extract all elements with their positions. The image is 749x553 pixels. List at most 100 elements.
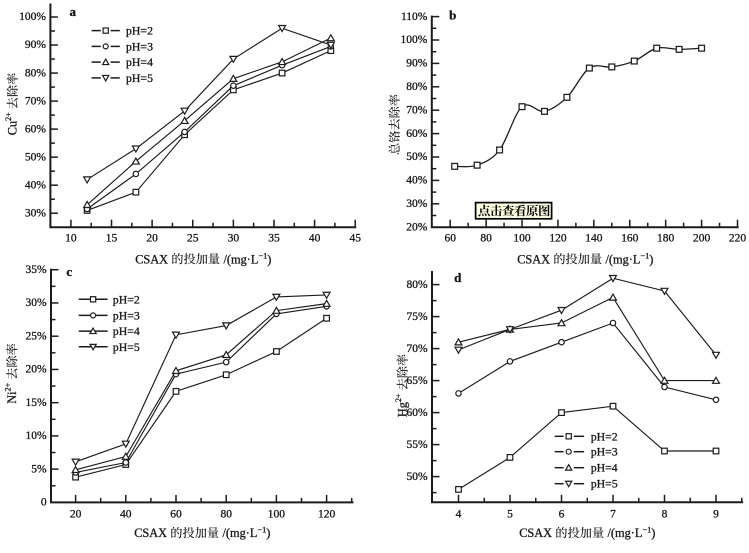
- svg-text:7: 7: [610, 508, 616, 520]
- svg-text:−1: −1: [258, 252, 267, 261]
- svg-text:90%: 90%: [25, 39, 47, 51]
- svg-text:CSAX: CSAX: [517, 252, 550, 266]
- svg-text:5%: 5%: [31, 463, 47, 475]
- svg-text:Cu: Cu: [6, 121, 20, 135]
- svg-text:/(mg·L: /(mg·L: [608, 526, 643, 540]
- svg-text:2+: 2+: [4, 112, 13, 121]
- svg-text:5: 5: [507, 508, 513, 520]
- svg-text:): ): [266, 526, 270, 540]
- svg-text:120: 120: [549, 232, 567, 244]
- svg-text:pH=4: pH=4: [113, 324, 140, 338]
- svg-text:40%: 40%: [25, 179, 47, 191]
- svg-text:−1: −1: [642, 526, 651, 535]
- svg-text:Hg: Hg: [396, 402, 410, 417]
- svg-text:/(mg·L: /(mg·L: [224, 252, 259, 266]
- svg-text:pH=5: pH=5: [113, 340, 140, 354]
- svg-text:60: 60: [444, 232, 456, 244]
- svg-text:15: 15: [106, 232, 118, 244]
- svg-text:160: 160: [621, 232, 639, 244]
- svg-text:CSAX: CSAX: [135, 252, 168, 266]
- svg-text:110%: 110%: [401, 11, 428, 23]
- svg-text:pH=2: pH=2: [126, 24, 153, 38]
- svg-text:75%: 75%: [407, 311, 429, 323]
- svg-text:): ): [267, 252, 271, 266]
- svg-text:140: 140: [585, 232, 603, 244]
- svg-text:35%: 35%: [26, 264, 48, 276]
- svg-text:65%: 65%: [407, 375, 429, 387]
- svg-text:pH=5: pH=5: [591, 477, 618, 491]
- svg-text:8: 8: [662, 508, 668, 520]
- svg-text:15%: 15%: [26, 397, 48, 409]
- svg-text:Ni: Ni: [5, 391, 19, 404]
- svg-text:55%: 55%: [407, 439, 429, 451]
- svg-text:80%: 80%: [406, 81, 428, 93]
- svg-text:25: 25: [187, 232, 199, 244]
- svg-text:pH=5: pH=5: [126, 71, 153, 85]
- svg-text:80%: 80%: [407, 279, 429, 291]
- svg-text:pH=4: pH=4: [126, 55, 153, 69]
- svg-text:180: 180: [657, 232, 675, 244]
- svg-text:70%: 70%: [407, 343, 429, 355]
- svg-text:60: 60: [170, 508, 182, 520]
- svg-text:60%: 60%: [25, 123, 47, 135]
- svg-text:c: c: [66, 264, 72, 279]
- svg-text:50%: 50%: [407, 471, 429, 483]
- svg-text:20: 20: [70, 508, 82, 520]
- svg-text:pH=4: pH=4: [591, 461, 618, 475]
- svg-text:60%: 60%: [406, 128, 428, 140]
- svg-text:80: 80: [480, 232, 492, 244]
- svg-text:40%: 40%: [406, 175, 428, 187]
- svg-text:20%: 20%: [406, 221, 428, 233]
- svg-text:0: 0: [41, 497, 47, 509]
- svg-text:): ): [649, 252, 653, 266]
- svg-text:80%: 80%: [25, 67, 47, 79]
- svg-text:200: 200: [693, 232, 711, 244]
- svg-text:50%: 50%: [406, 151, 428, 163]
- svg-text:220: 220: [729, 232, 747, 244]
- svg-text:10%: 10%: [26, 430, 48, 442]
- svg-text:50%: 50%: [25, 151, 47, 163]
- svg-text:30%: 30%: [406, 198, 428, 210]
- svg-text:/(mg·L: /(mg·L: [223, 526, 258, 540]
- svg-text:25%: 25%: [26, 330, 48, 342]
- svg-text:CSAX: CSAX: [519, 526, 552, 540]
- svg-text:): ): [651, 526, 655, 540]
- svg-text:CSAX: CSAX: [134, 526, 167, 540]
- svg-text:35: 35: [268, 232, 280, 244]
- svg-text:pH=2: pH=2: [113, 292, 140, 306]
- svg-text:60%: 60%: [407, 407, 429, 419]
- svg-text:20%: 20%: [26, 364, 48, 376]
- svg-text:100%: 100%: [19, 11, 46, 23]
- svg-text:2+: 2+: [394, 393, 403, 402]
- svg-text:45: 45: [349, 232, 361, 244]
- svg-text:/(mg·L: /(mg·L: [606, 252, 641, 266]
- svg-text:40: 40: [120, 508, 132, 520]
- svg-text:d: d: [454, 270, 462, 285]
- svg-text:−1: −1: [257, 526, 266, 535]
- svg-text:30%: 30%: [25, 207, 47, 219]
- svg-text:a: a: [69, 4, 76, 19]
- svg-text:100: 100: [268, 508, 286, 520]
- svg-text:20: 20: [146, 232, 158, 244]
- svg-text:120: 120: [318, 508, 336, 520]
- svg-text:70%: 70%: [406, 104, 428, 116]
- svg-text:pH=3: pH=3: [113, 308, 140, 322]
- svg-text:pH=3: pH=3: [126, 39, 153, 53]
- svg-text:30%: 30%: [26, 297, 48, 309]
- svg-text:80: 80: [220, 508, 232, 520]
- svg-text:40: 40: [309, 232, 321, 244]
- svg-text:4: 4: [456, 508, 462, 520]
- svg-text:2+: 2+: [3, 382, 12, 391]
- svg-text:6: 6: [559, 508, 565, 520]
- svg-text:70%: 70%: [25, 95, 47, 107]
- svg-text:−1: −1: [640, 252, 649, 261]
- svg-text:pH=2: pH=2: [591, 429, 618, 443]
- svg-text:100: 100: [513, 232, 531, 244]
- svg-text:9: 9: [713, 508, 719, 520]
- svg-text:b: b: [449, 8, 456, 23]
- svg-text:pH=3: pH=3: [591, 445, 618, 459]
- svg-text:10: 10: [65, 232, 77, 244]
- svg-text:30: 30: [228, 232, 240, 244]
- svg-text:90%: 90%: [406, 58, 428, 70]
- svg-text:100%: 100%: [401, 34, 428, 46]
